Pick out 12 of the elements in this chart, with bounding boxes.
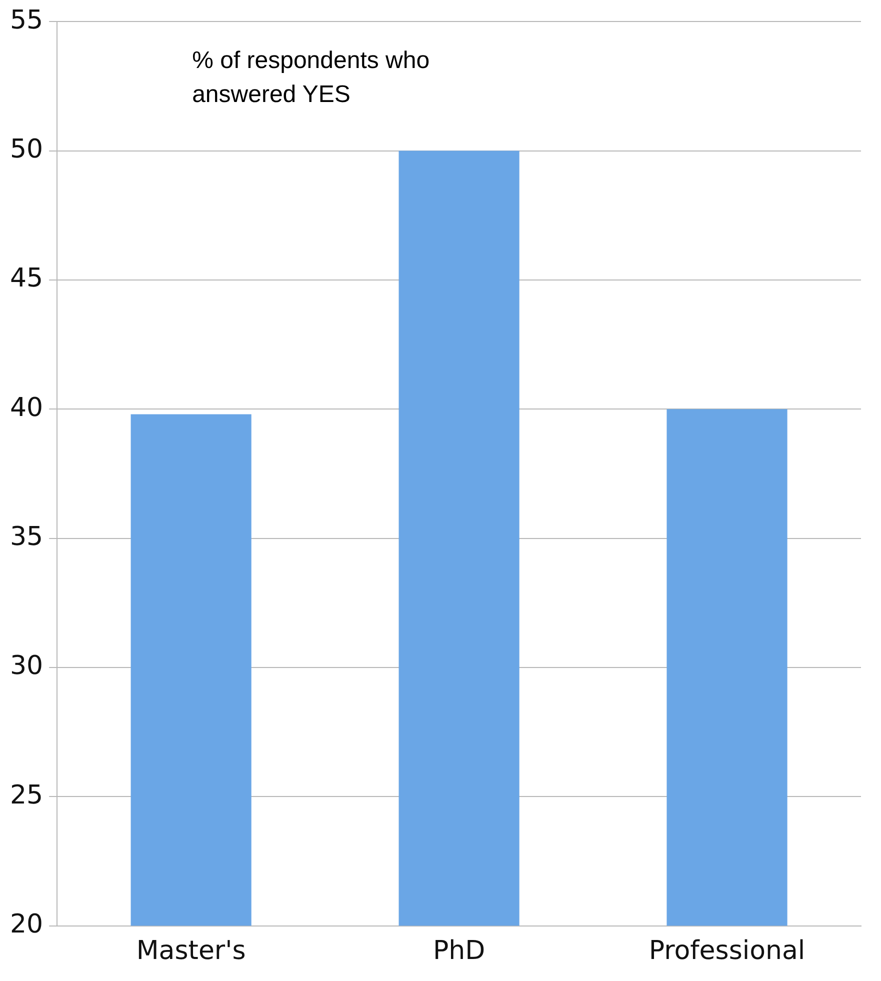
annotation: % of respondents who answered YES bbox=[192, 47, 430, 108]
y-tick-label: 50 bbox=[10, 134, 44, 165]
y-tick-label: 55 bbox=[10, 5, 44, 36]
y-tick-label: 35 bbox=[10, 522, 44, 552]
y-tick-label: 25 bbox=[10, 780, 44, 810]
y-tick-label: 40 bbox=[10, 392, 44, 423]
y-tick-label: 20 bbox=[10, 910, 44, 940]
x-tick-label: Professional bbox=[648, 936, 806, 966]
y-tick-label: 30 bbox=[10, 651, 44, 682]
x-tick-label: Master's bbox=[136, 936, 246, 966]
x-tick-label: PhD bbox=[432, 936, 486, 966]
y-tick-label: 45 bbox=[10, 264, 44, 294]
